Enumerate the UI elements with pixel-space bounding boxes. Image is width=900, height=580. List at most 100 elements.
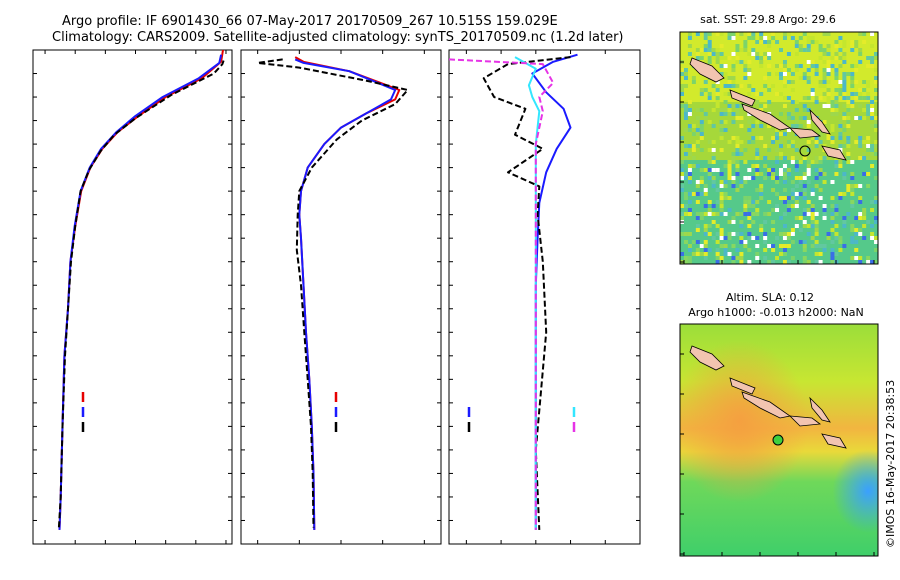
sst-pixel (683, 232, 688, 236)
sst-pixel (798, 124, 803, 128)
sst-pixel (834, 108, 839, 112)
sst-pixel (715, 92, 720, 96)
sst-pixel (687, 164, 692, 168)
sst-pixel (763, 176, 768, 180)
sst-pixel (794, 64, 799, 68)
sst-pixel (802, 108, 807, 112)
sst-pixel (874, 120, 879, 124)
sst-pixel (862, 224, 867, 228)
sst-pixel (822, 84, 827, 88)
sst-pixel (775, 208, 780, 212)
sst-pixel (806, 160, 811, 164)
sst-pixel (786, 116, 791, 120)
sst-pixel (810, 192, 815, 196)
sst-pixel (838, 48, 843, 52)
sst-pixel (739, 256, 744, 260)
sst-pixel (838, 196, 843, 200)
sst-pixel (715, 104, 720, 108)
sst-pixel (703, 36, 708, 40)
sst-pixel (727, 84, 732, 88)
sst-pixel (834, 72, 839, 76)
sst-pixel (786, 208, 791, 212)
sst-pixel (695, 212, 700, 216)
sst-pixel (735, 108, 740, 112)
sst-pixel (739, 224, 744, 228)
sst-pixel (818, 56, 823, 60)
sst-pixel (719, 212, 724, 216)
sst-pixel (870, 104, 875, 108)
sst-pixel (790, 192, 795, 196)
sst-pixel (683, 212, 688, 216)
sst-pixel (858, 200, 863, 204)
sst-pixel (691, 240, 696, 244)
sst-pixel (814, 176, 819, 180)
sst-pixel (818, 80, 823, 84)
sst-pixel (826, 68, 831, 72)
sst-pixel (846, 144, 851, 148)
sst-pixel (699, 88, 704, 92)
sla-map-title-2: Argo h1000: -0.013 h2000: NaN (688, 306, 864, 319)
sst-pixel (798, 216, 803, 220)
sst-pixel (707, 224, 712, 228)
sst-pixel (755, 252, 760, 256)
sst-pixel (715, 60, 720, 64)
sst-pixel (802, 156, 807, 160)
sst-pixel (874, 128, 879, 132)
sst-pixel (842, 88, 847, 92)
sst-pixel (830, 56, 835, 60)
sst-pixel (850, 48, 855, 52)
sst-pixel (826, 88, 831, 92)
sst-pixel (680, 184, 684, 188)
sst-pixel (866, 260, 871, 264)
sst-pixel (834, 96, 839, 100)
sst-pixel (802, 188, 807, 192)
sst-pixel (719, 208, 724, 212)
sst-pixel (830, 104, 835, 108)
sst-pixel (719, 232, 724, 236)
sst-pixel (703, 224, 708, 228)
sst-pixel (822, 144, 827, 148)
sst-pixel (834, 160, 839, 164)
sst-pixel (723, 76, 728, 80)
sst-pixel (775, 160, 780, 164)
sst-pixel (723, 252, 728, 256)
sst-pixel (687, 232, 692, 236)
sst-pixel (747, 232, 752, 236)
sst-pixel (735, 104, 740, 108)
sst-pixel (683, 144, 688, 148)
sst-pixel (731, 180, 736, 184)
sst-pixel (707, 200, 712, 204)
sst-pixel (846, 108, 851, 112)
sst-pixel (775, 128, 780, 132)
sst-pixel (818, 168, 823, 172)
sst-pixel (874, 220, 879, 224)
sst-pixel (779, 64, 783, 68)
sst-pixel (683, 112, 688, 116)
sst-pixel (810, 160, 815, 164)
sst-pixel (786, 196, 791, 200)
sst-pixel (707, 212, 712, 216)
sst-pixel (747, 196, 752, 200)
sst-pixel (763, 36, 768, 40)
sst-pixel (759, 172, 764, 176)
sst-pixel (814, 224, 819, 228)
sst-pixel (870, 44, 875, 48)
sla-map-islands (689, 345, 847, 449)
sst-pixel (806, 36, 811, 40)
sst-pixel (723, 64, 728, 68)
sst-pixel (755, 208, 760, 212)
sst-pixel (695, 52, 700, 56)
sst-pixel (874, 56, 879, 60)
sst-pixel (830, 252, 835, 256)
sst-pixel (767, 44, 772, 48)
sst-pixel (691, 124, 696, 128)
sst-pixel (846, 136, 851, 140)
sst-pixel (806, 40, 811, 44)
sst-pixel (790, 80, 795, 84)
sst-pixel (842, 76, 847, 80)
sst-pixel (834, 88, 839, 92)
sst-pixel (751, 48, 756, 52)
sst-pixel (683, 104, 688, 108)
sst-pixel (822, 216, 827, 220)
sst-pixel (771, 228, 776, 232)
